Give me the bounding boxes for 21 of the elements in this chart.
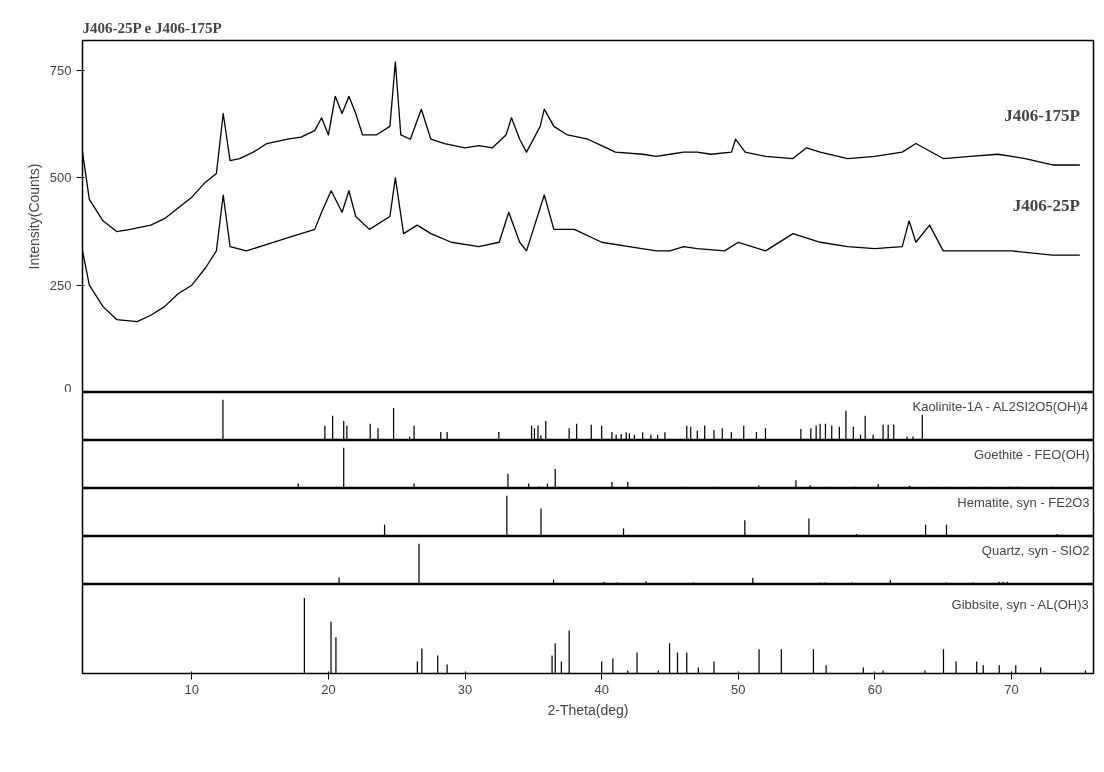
chart-title: Kaolinite-1A - AL2SI2O5(OH)4 bbox=[912, 398, 1089, 414]
x-axis-title: 2-Theta(deg) bbox=[547, 701, 629, 718]
x-tick-label: 50 bbox=[731, 681, 746, 697]
chart-title: Hematite, syn - FE2O3 bbox=[957, 494, 1090, 510]
x-tick-label: 10 bbox=[184, 681, 200, 697]
y-tick-label: 0 bbox=[64, 380, 72, 396]
x-tick-label: 70 bbox=[1004, 681, 1019, 697]
chart-title: Quartz, syn - SIO2 bbox=[981, 542, 1090, 558]
series-label: J406-175P bbox=[1004, 105, 1080, 125]
chart-title: J406-25P e J406-175P bbox=[82, 19, 222, 36]
x-tick-label: 30 bbox=[457, 681, 473, 697]
y-tick-label: 500 bbox=[49, 170, 72, 186]
x-tick-label: 40 bbox=[594, 681, 609, 697]
chart-title: Goethite - FEO(OH) bbox=[973, 446, 1090, 462]
x-tick-label: 60 bbox=[867, 681, 883, 697]
x-tick-label: 20 bbox=[321, 681, 336, 697]
y-axis-title: Intensity(Counts) bbox=[25, 163, 42, 270]
y-tick-label: 750 bbox=[49, 63, 72, 79]
y-tick-label: 250 bbox=[49, 277, 72, 293]
text: J406-25P bbox=[1012, 196, 1080, 216]
chart-title: Gibbsite, syn - AL(OH)3 bbox=[951, 597, 1089, 613]
